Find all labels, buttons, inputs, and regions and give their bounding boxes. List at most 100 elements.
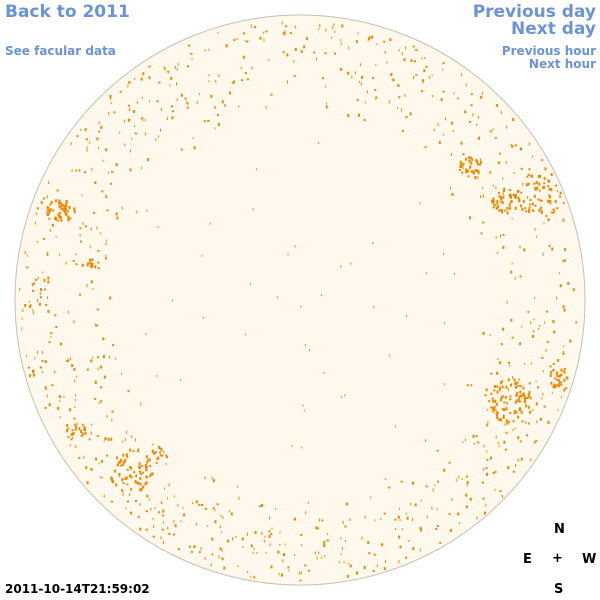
network-element	[558, 381, 561, 385]
network-element	[323, 540, 326, 544]
network-element	[130, 149, 131, 153]
previous-day-link[interactable]: Previous day	[472, 2, 596, 22]
network-element	[251, 545, 253, 548]
network-element	[32, 283, 34, 287]
network-element	[515, 464, 517, 467]
previous-hour-link[interactable]: Previous hour	[501, 44, 596, 58]
network-element	[214, 106, 217, 109]
network-element	[123, 477, 126, 480]
network-element	[192, 137, 194, 140]
network-element	[74, 427, 77, 431]
network-element	[287, 566, 290, 569]
network-element	[298, 571, 300, 575]
network-element	[548, 244, 551, 247]
network-element	[118, 472, 121, 475]
network-element	[545, 348, 547, 352]
network-element	[74, 423, 77, 427]
network-element	[476, 169, 478, 173]
network-element	[140, 488, 143, 491]
network-element	[210, 94, 213, 98]
network-element	[173, 520, 175, 523]
see-facular-data-link[interactable]: See facular data	[5, 44, 116, 58]
network-element	[495, 412, 497, 416]
network-element	[541, 356, 544, 359]
network-element	[498, 195, 501, 198]
network-element	[510, 195, 512, 199]
network-element	[390, 73, 393, 77]
network-element	[525, 210, 528, 213]
network-element	[106, 209, 109, 212]
network-element	[410, 59, 413, 63]
network-element	[140, 402, 142, 406]
network-element	[282, 51, 285, 54]
network-element	[492, 472, 495, 474]
network-element	[500, 396, 503, 399]
network-element	[91, 258, 94, 261]
network-element	[397, 84, 400, 87]
network-element	[294, 25, 296, 29]
network-element	[542, 370, 544, 373]
network-element	[492, 201, 495, 205]
network-element	[556, 374, 559, 377]
network-element	[510, 318, 513, 322]
network-element	[101, 399, 103, 403]
network-element	[523, 400, 526, 404]
network-element	[477, 115, 479, 119]
network-element	[241, 537, 244, 541]
network-element	[282, 559, 284, 563]
network-element	[513, 409, 516, 412]
network-element	[533, 182, 536, 185]
network-element	[159, 454, 162, 457]
network-element	[245, 40, 247, 43]
network-element	[494, 399, 497, 403]
network-element	[500, 234, 501, 238]
network-element	[34, 221, 36, 225]
network-element	[94, 265, 97, 269]
network-element	[453, 92, 455, 95]
network-element	[359, 80, 361, 83]
next-hour-link[interactable]: Next hour	[528, 57, 596, 71]
network-element	[501, 385, 504, 389]
network-element	[465, 171, 468, 174]
network-element	[538, 182, 541, 186]
network-element	[124, 438, 126, 442]
next-day-link[interactable]: Next day	[511, 19, 596, 39]
network-element	[169, 84, 171, 87]
network-element	[204, 49, 206, 52]
network-element	[457, 97, 459, 100]
network-element	[170, 76, 173, 80]
network-element	[47, 251, 49, 255]
network-element	[347, 562, 349, 565]
network-element	[131, 137, 133, 140]
network-element	[126, 468, 129, 471]
network-element	[551, 211, 554, 214]
network-element	[398, 96, 401, 99]
network-element	[480, 95, 483, 99]
network-element	[486, 472, 488, 476]
network-element	[497, 251, 498, 254]
network-element	[543, 185, 546, 189]
network-element	[48, 212, 51, 215]
network-element	[367, 541, 370, 544]
network-element	[520, 167, 523, 170]
network-element	[309, 349, 311, 352]
network-element	[186, 102, 189, 105]
network-element	[492, 199, 495, 202]
network-element	[497, 204, 500, 208]
network-element	[534, 296, 536, 299]
network-element	[221, 557, 224, 561]
network-element	[130, 488, 133, 491]
network-element	[414, 60, 416, 63]
network-element	[526, 175, 529, 178]
network-element	[470, 384, 473, 387]
network-element	[489, 334, 491, 337]
network-element	[348, 46, 350, 50]
back-to-year-link[interactable]: Back to 2011	[5, 2, 130, 22]
network-element	[145, 455, 148, 459]
network-element	[501, 208, 503, 212]
network-element	[325, 28, 327, 32]
network-element	[98, 147, 99, 150]
network-element	[500, 381, 502, 385]
network-element	[321, 294, 322, 297]
network-element	[105, 196, 108, 198]
